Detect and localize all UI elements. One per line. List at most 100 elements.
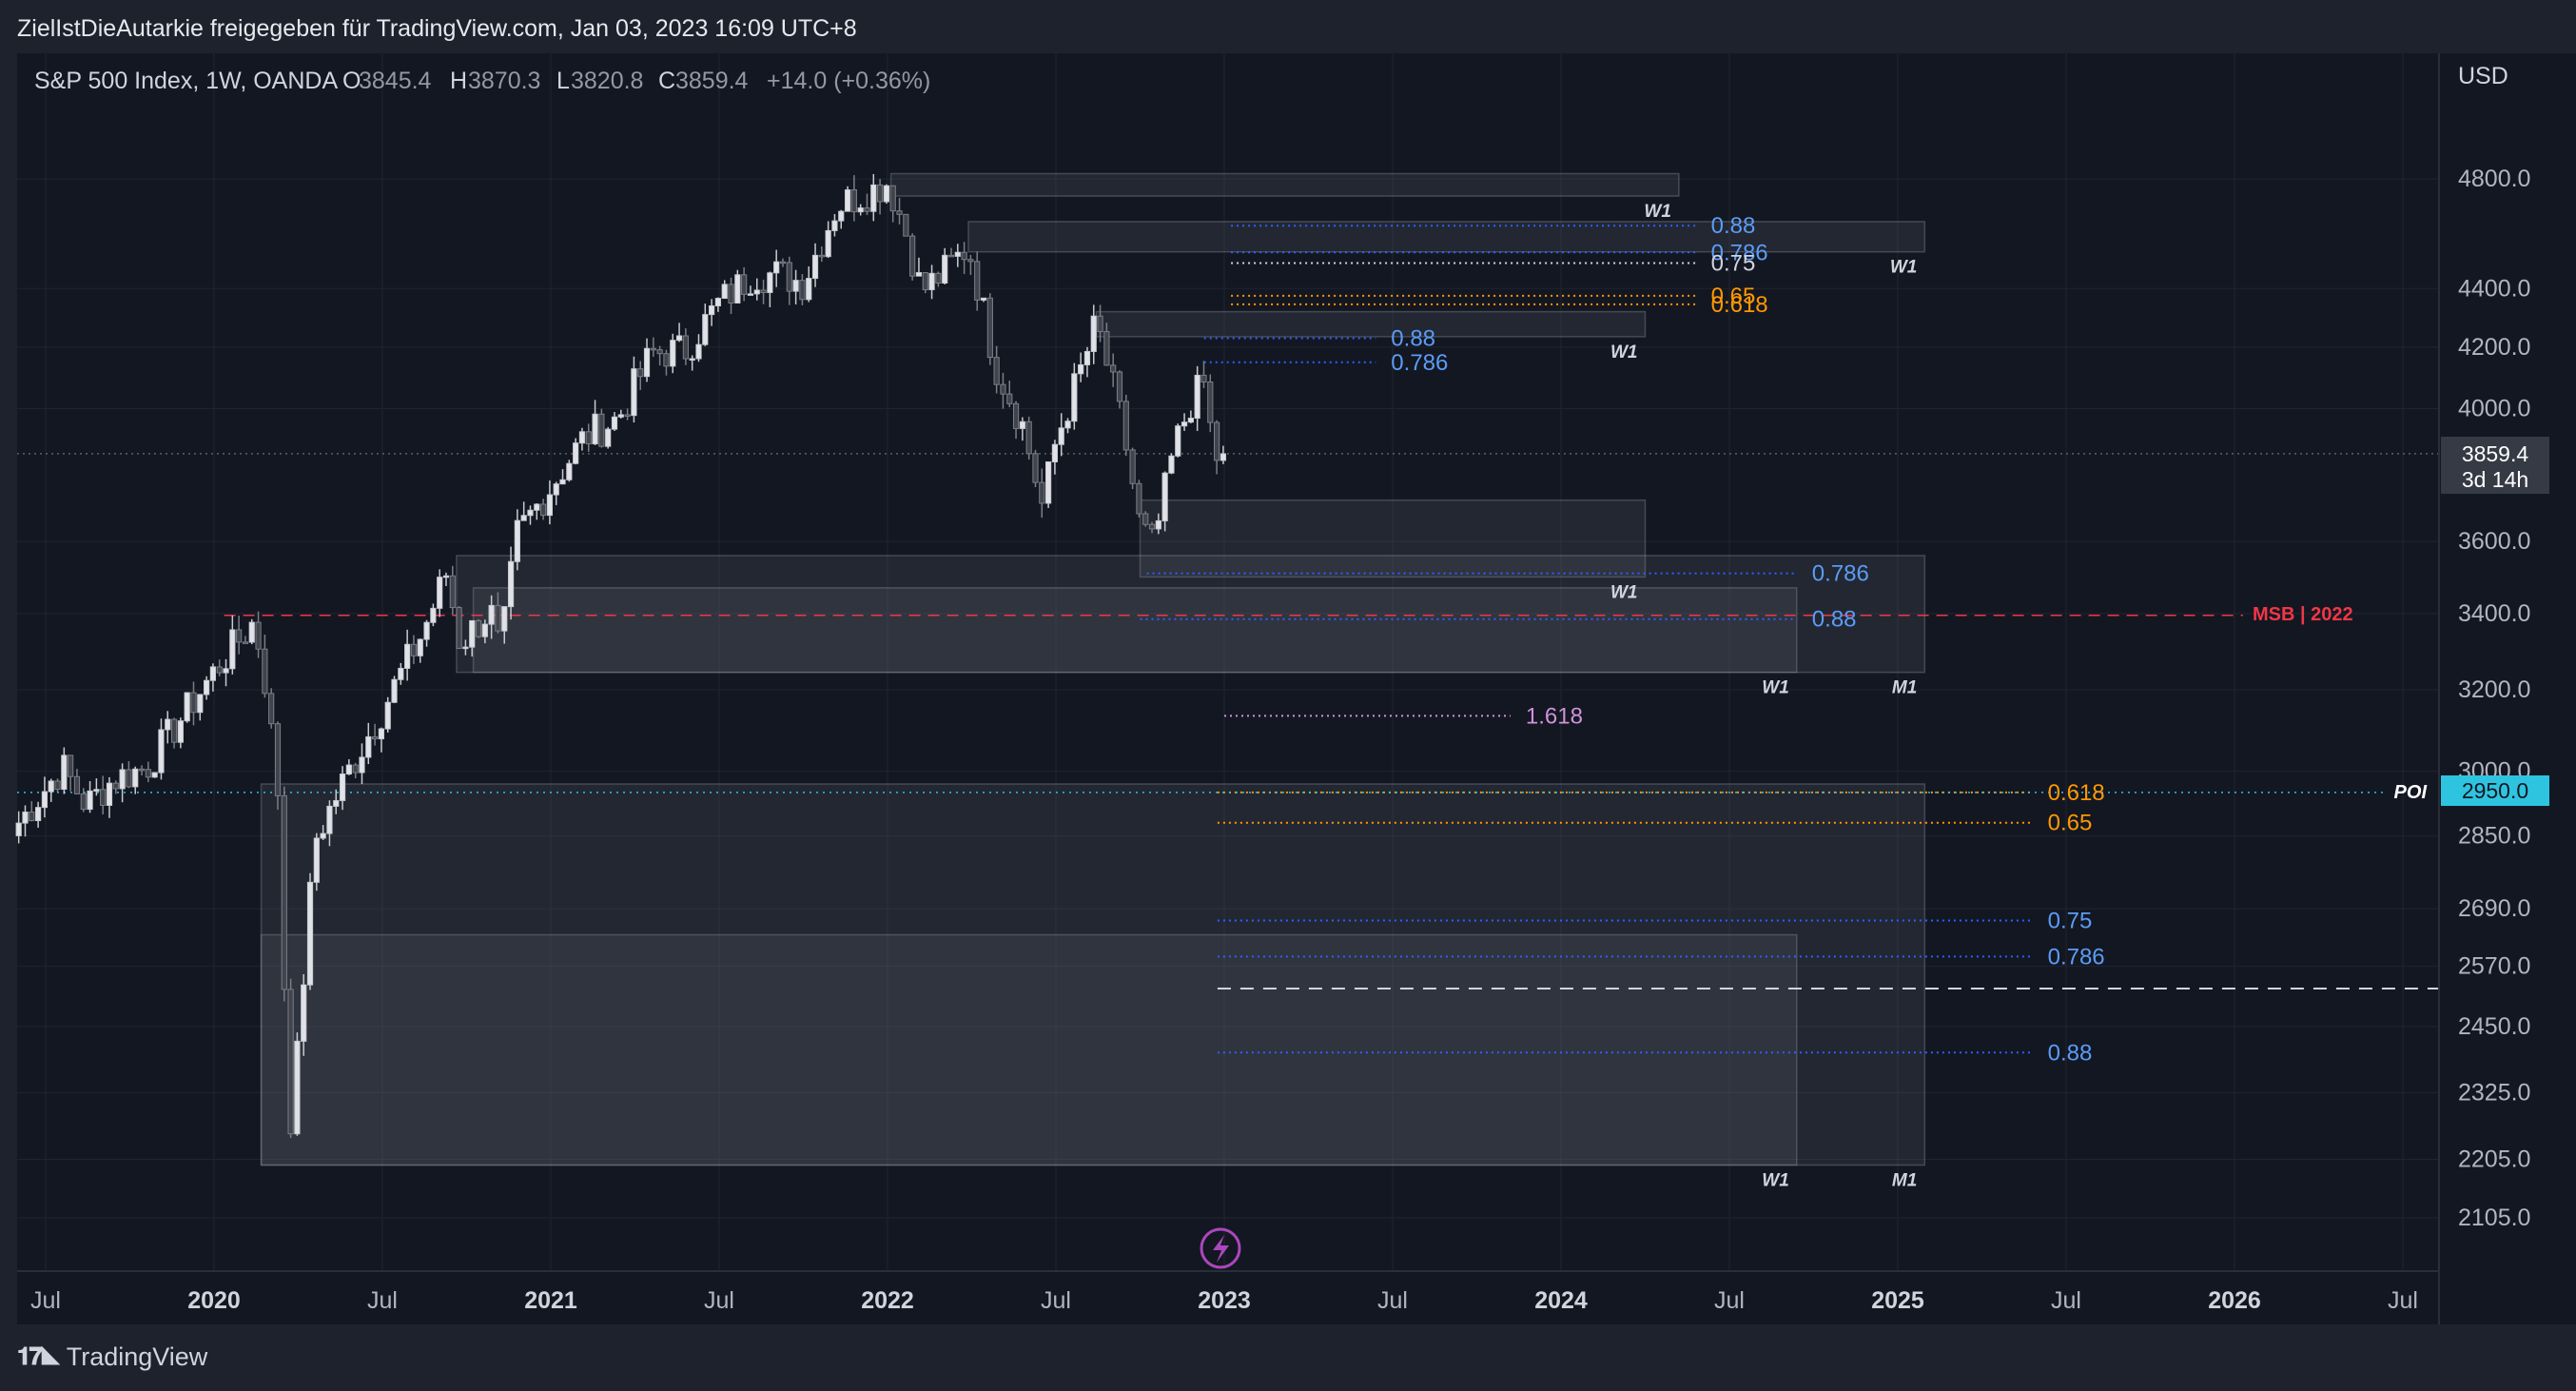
candle-body [974,261,981,301]
candle-body [165,718,171,731]
x-tick-label: 2025 [1871,1287,1924,1314]
candle-body [29,811,35,822]
y-tick-label: 2205.0 [2458,1146,2530,1173]
candle-body [229,629,236,670]
candle-body [41,791,49,809]
candle-body [1012,402,1020,429]
candle-body [462,646,469,650]
y-tick-label: 2450.0 [2458,1013,2530,1040]
candle-body [534,503,540,511]
candle-body [184,692,190,722]
brand-text: TradingView [66,1342,208,1371]
candle-body [48,780,54,793]
zone-label: W1 [1762,1171,1789,1191]
candle-body [398,667,404,680]
y-tick-label: 2325.0 [2458,1079,2530,1106]
x-tick-label: 2024 [1534,1287,1588,1314]
candle-body [624,414,631,417]
high-value: 3870.3 [468,68,540,94]
candle-body [333,799,340,807]
x-tick-label: Jul [367,1287,398,1314]
zone-box [1139,499,1647,578]
candle-body [430,607,437,623]
zone-label: W1 [1644,202,1671,222]
candle-body [598,413,605,447]
candle-body [928,272,935,291]
candle-body [73,775,81,794]
zone-label: W1 [1890,258,1918,278]
levels [17,225,2439,1054]
candle-body [320,833,326,839]
candle-body [313,837,320,883]
y-tick-label: 2105.0 [2458,1205,2530,1231]
candle-body [980,297,987,301]
candle-body [915,272,923,277]
x-tick-label: Jul [2051,1287,2081,1314]
currency-label: USD [2458,63,2508,89]
x-tick-label: Jul [2388,1287,2418,1314]
candle-body [1194,374,1200,420]
candle-body [495,604,501,632]
x-tick-label: Jul [30,1287,61,1314]
candle-body [294,1040,301,1135]
zone-box [456,555,1926,674]
y-tick-label: 4200.0 [2458,334,2530,361]
y-tick-label: 2850.0 [2458,823,2530,850]
current-price-value: 3859.4 [2462,441,2529,466]
candle-body [100,789,107,806]
x-tick-label: 2023 [1198,1287,1251,1314]
y-tick-label: 3200.0 [2458,676,2530,703]
candle-body [838,210,845,222]
candle-body [728,284,734,304]
candle-body [850,189,857,213]
candle-body [721,284,728,300]
candle-body [1200,374,1207,382]
candle-body [190,692,197,714]
candle-body [359,756,365,774]
x-tick-label: 2026 [2208,1287,2261,1314]
candle-body [806,278,812,301]
price-axis[interactable]: 4800.0 4400.0 4200.0 4000.0 3600.0 3400.0 3200… [2458,166,2530,1231]
candle-body [365,735,372,758]
candle-body [967,259,974,263]
fib-level-label: 0.618 [1711,292,1768,318]
change-value: +14.0 (+0.36%) [767,68,930,94]
candle-body [682,335,689,360]
x-tick-label: 2021 [524,1287,577,1314]
tradingview-brand[interactable]: 𝟏𝟕◣ TradingView [17,1342,207,1372]
candle-body [301,984,307,1042]
candle-body [889,185,896,212]
y-tick-label: 4000.0 [2458,396,2530,422]
candle-body [663,353,670,367]
candle-body [1181,421,1188,427]
candle-body [1090,315,1097,352]
candle-body [1168,455,1175,474]
candle-body [507,560,515,608]
candle-body [1116,371,1123,402]
candle-body [1110,364,1117,373]
zone-label: W1 [1762,678,1789,698]
candle-body [753,289,760,295]
tradingview-logo-icon: 𝟏𝟕◣ [17,1342,61,1370]
zone-box [260,933,1798,1166]
candle-body [786,262,792,292]
candle-body [573,442,579,464]
fib-level-label: 0.786 [1812,561,1869,587]
zone-box [260,783,1926,1166]
candle-body [592,413,598,444]
candle-body [475,619,482,637]
zone-label: W1 [1610,582,1638,602]
poi-price-value: 2950.0 [2462,778,2528,803]
candle-body [767,272,773,293]
time-axis[interactable]: Jul 2020 Jul 2021 Jul 2022 Jul 2023 Jul 2024 Jul 20… [30,1287,2418,1314]
lightning-event-icon[interactable] [1200,1227,1241,1269]
candle-body [456,607,462,649]
candle-body [1148,523,1156,530]
candle-body [702,314,709,345]
candle-body [1083,350,1091,365]
x-tick-label: 2022 [861,1287,914,1314]
price-axis-background [2439,53,2576,1324]
x-tick-label: Jul [1714,1287,1745,1314]
fib-level-label: 0.786 [1391,350,1448,376]
